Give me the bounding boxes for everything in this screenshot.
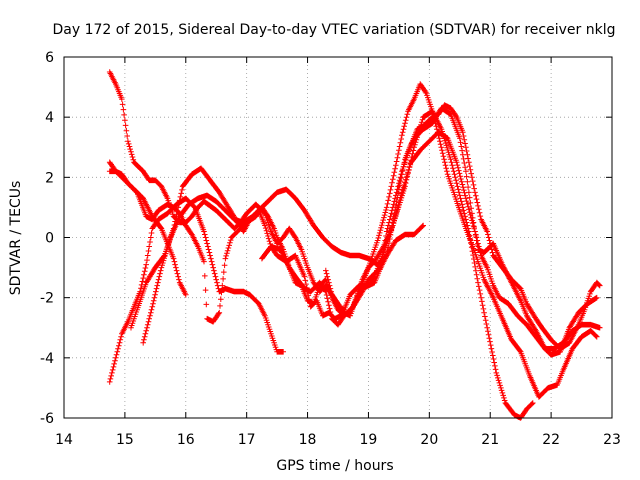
x-tick-labels: 14 15 16 17 18 19 20 21 22 23 xyxy=(55,432,621,448)
x-tick-label: 18 xyxy=(299,432,317,448)
y-tick-label: -4 xyxy=(40,351,54,367)
data-points xyxy=(106,195,286,385)
y-tick-label: 4 xyxy=(45,110,54,126)
y-tick-label: -6 xyxy=(40,411,54,427)
x-tick-label: 15 xyxy=(116,432,134,448)
series-track-2 xyxy=(106,195,286,385)
x-tick-label: 14 xyxy=(55,432,73,448)
x-tick-label: 23 xyxy=(603,432,621,448)
x-tick-label: 17 xyxy=(238,432,256,448)
y-tick-labels: -6 -4 -2 0 2 4 6 xyxy=(40,50,54,427)
x-tick-label: 19 xyxy=(360,432,378,448)
y-tick-label: -2 xyxy=(40,291,54,307)
x-axis-label: GPS time / hours xyxy=(276,458,393,474)
x-tick-label: 20 xyxy=(420,432,438,448)
data-layer xyxy=(106,69,603,421)
y-axis-label: SDTVAR / TECUs xyxy=(8,181,24,296)
y-tick-label: 0 xyxy=(45,231,54,247)
plot-frame xyxy=(63,56,613,419)
series-track-8 xyxy=(323,102,603,352)
data-points xyxy=(323,102,603,352)
chart-title: Day 172 of 2015, Sidereal Day-to-day VTE… xyxy=(53,22,616,38)
x-tick-label: 22 xyxy=(542,432,560,448)
x-tick-label: 21 xyxy=(481,432,499,448)
y-tick-label: 2 xyxy=(45,170,54,186)
x-tick-label: 16 xyxy=(177,432,195,448)
y-tick-label: 6 xyxy=(45,50,54,66)
